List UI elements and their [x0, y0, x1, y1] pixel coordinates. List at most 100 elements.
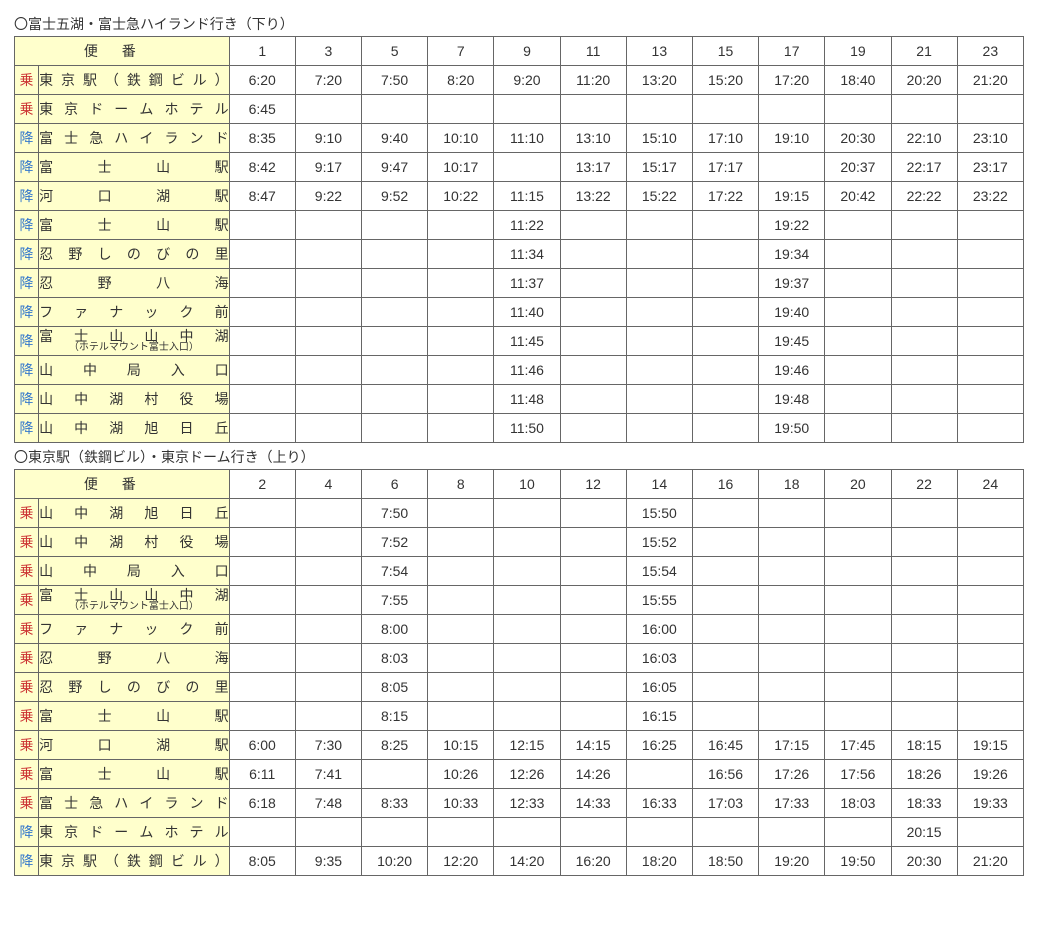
boarding-marker: 乗: [15, 586, 39, 615]
time-cell: 20:37: [825, 153, 891, 182]
time-cell: [891, 528, 957, 557]
time-cell: [825, 499, 891, 528]
time-cell: [295, 385, 361, 414]
time-cell: 11:50: [494, 414, 560, 443]
time-cell: [626, 356, 692, 385]
time-cell: [957, 327, 1023, 356]
time-cell: [957, 356, 1023, 385]
time-cell: 19:10: [759, 124, 825, 153]
table-row: 乗山中湖旭日丘7:5015:50: [15, 499, 1024, 528]
boarding-marker: 乗: [15, 95, 39, 124]
bus-number: 1: [229, 37, 295, 66]
stop-name: 忍野八海: [39, 269, 230, 298]
bus-number: 5: [362, 37, 428, 66]
time-cell: [560, 673, 626, 702]
time-cell: 10:15: [428, 731, 494, 760]
time-cell: [295, 211, 361, 240]
time-cell: 8:20: [428, 66, 494, 95]
time-cell: [692, 356, 758, 385]
stop-name: 東京ドームホテル: [39, 818, 230, 847]
table-row: 乗ファナック前8:0016:00: [15, 615, 1024, 644]
time-cell: [362, 414, 428, 443]
stop-name: 富士山山中湖（ホテルマウント富士入口）: [39, 586, 230, 615]
time-cell: [494, 586, 560, 615]
time-cell: [560, 269, 626, 298]
time-cell: [494, 673, 560, 702]
bus-number-header: 便番: [15, 470, 230, 499]
time-cell: 11:34: [494, 240, 560, 269]
stop-name: 忍野しのびの里: [39, 673, 230, 702]
table-row: 乗河口湖駅6:007:308:2510:1512:1514:1516:2516:…: [15, 731, 1024, 760]
time-cell: [626, 269, 692, 298]
time-cell: [229, 327, 295, 356]
time-cell: [692, 557, 758, 586]
alighting-marker: 降: [15, 124, 39, 153]
time-cell: [957, 240, 1023, 269]
time-cell: [957, 615, 1023, 644]
time-cell: 16:45: [692, 731, 758, 760]
time-cell: 19:15: [759, 182, 825, 211]
time-cell: [692, 211, 758, 240]
time-cell: [428, 528, 494, 557]
time-cell: 22:17: [891, 153, 957, 182]
time-cell: [825, 528, 891, 557]
time-cell: [229, 298, 295, 327]
time-cell: 14:20: [494, 847, 560, 876]
time-cell: [428, 644, 494, 673]
time-cell: 18:15: [891, 731, 957, 760]
time-cell: 20:15: [891, 818, 957, 847]
time-cell: [957, 644, 1023, 673]
time-cell: 11:10: [494, 124, 560, 153]
time-cell: [295, 557, 361, 586]
bus-number: 16: [692, 470, 758, 499]
time-cell: 8:35: [229, 124, 295, 153]
time-cell: [428, 385, 494, 414]
time-cell: 17:56: [825, 760, 891, 789]
time-cell: [428, 499, 494, 528]
time-cell: [759, 644, 825, 673]
time-cell: 17:17: [692, 153, 758, 182]
time-cell: 9:20: [494, 66, 560, 95]
boarding-marker: 乗: [15, 557, 39, 586]
stop-name: 河口湖駅: [39, 182, 230, 211]
time-cell: 23:22: [957, 182, 1023, 211]
time-cell: [494, 153, 560, 182]
table-row: 乗忍野八海8:0316:03: [15, 644, 1024, 673]
time-cell: [560, 818, 626, 847]
time-cell: [295, 702, 361, 731]
time-cell: [362, 760, 428, 789]
table-row: 乗富士山駅6:117:4110:2612:2614:2616:5617:2617…: [15, 760, 1024, 789]
time-cell: [825, 414, 891, 443]
time-cell: [891, 95, 957, 124]
time-cell: 7:50: [362, 499, 428, 528]
table-row: 乗富士山山中湖（ホテルマウント富士入口）7:5515:55: [15, 586, 1024, 615]
time-cell: 16:15: [626, 702, 692, 731]
time-cell: 19:46: [759, 356, 825, 385]
time-cell: 19:20: [759, 847, 825, 876]
bus-number: 3: [295, 37, 361, 66]
time-cell: [891, 385, 957, 414]
alighting-marker: 降: [15, 153, 39, 182]
time-cell: [891, 644, 957, 673]
time-cell: [229, 211, 295, 240]
time-cell: [428, 356, 494, 385]
bus-number: 20: [825, 470, 891, 499]
bus-number: 24: [957, 470, 1023, 499]
time-cell: [560, 528, 626, 557]
time-cell: 19:50: [825, 847, 891, 876]
time-cell: [428, 702, 494, 731]
bus-number: 19: [825, 37, 891, 66]
time-cell: [759, 818, 825, 847]
time-cell: [825, 95, 891, 124]
time-cell: [428, 557, 494, 586]
stop-name: 東京駅（鉄鋼ビル）: [39, 847, 230, 876]
table-row: 降河口湖駅8:479:229:5210:2211:1513:2215:2217:…: [15, 182, 1024, 211]
time-cell: 14:15: [560, 731, 626, 760]
time-cell: 9:35: [295, 847, 361, 876]
time-cell: 15:17: [626, 153, 692, 182]
time-cell: 6:11: [229, 760, 295, 789]
stop-name: 富士山駅: [39, 211, 230, 240]
time-cell: [428, 240, 494, 269]
time-cell: [825, 327, 891, 356]
time-cell: [428, 327, 494, 356]
